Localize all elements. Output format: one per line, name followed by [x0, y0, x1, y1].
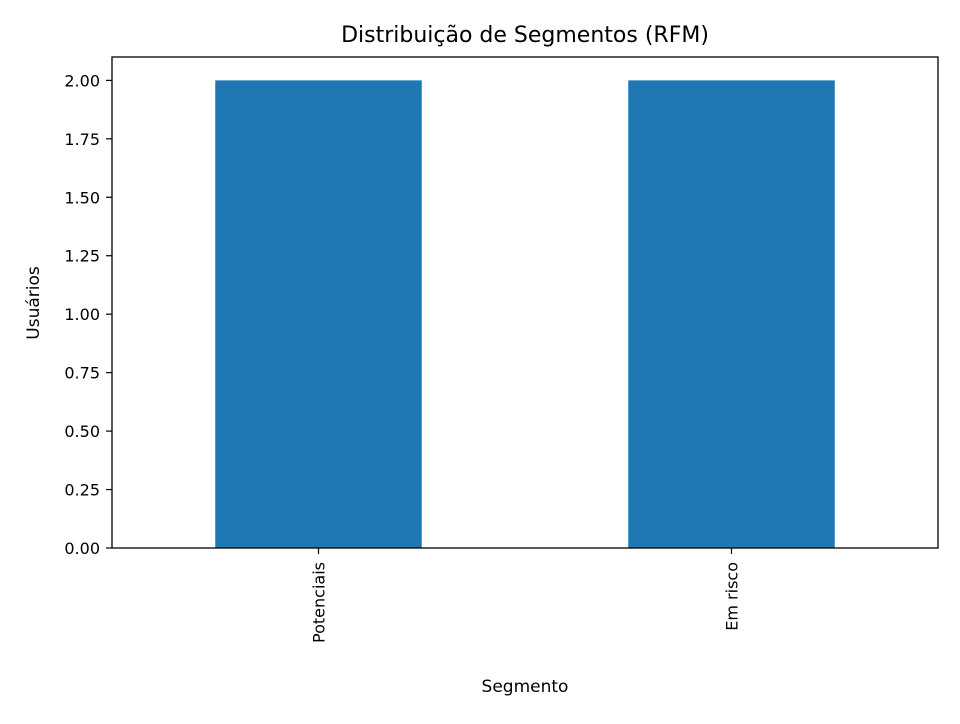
y-tick-label: 1.25 — [64, 247, 100, 266]
x-axis-label: Segmento — [482, 677, 569, 697]
y-tick-label: 1.75 — [64, 130, 100, 149]
y-tick-label: 0.25 — [64, 481, 100, 500]
x-axis-ticks: Potenciais Em risco — [310, 548, 742, 643]
y-tick-label: 0.75 — [64, 364, 100, 383]
y-axis-label: Usuários — [24, 266, 44, 340]
y-tick-label: 2.00 — [64, 71, 100, 90]
y-tick-label: 0.00 — [64, 539, 100, 558]
plot-frame — [111, 56, 939, 549]
chart-title: Distribuição de Segmentos (RFM) — [341, 23, 709, 48]
bar-1 — [628, 80, 835, 548]
y-tick-label: 1.50 — [64, 188, 100, 207]
y-tick-label: 1.00 — [64, 305, 100, 324]
x-tick-label: Potenciais — [310, 562, 329, 643]
bar-0 — [215, 80, 422, 548]
bars — [215, 80, 835, 548]
x-tick-label: Em risco — [723, 562, 742, 631]
y-axis-ticks: 0.00 0.25 0.50 0.75 1.00 1.25 1.50 1.75 2.00 — [64, 71, 112, 558]
y-tick-label: 0.50 — [64, 422, 100, 441]
